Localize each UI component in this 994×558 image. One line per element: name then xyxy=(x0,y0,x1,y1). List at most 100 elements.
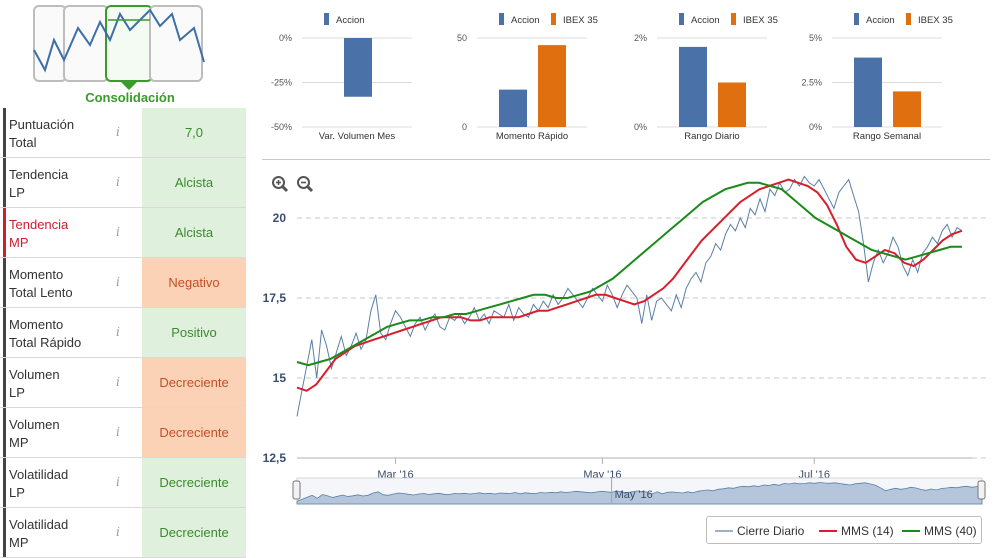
legend-accion-swatch xyxy=(324,13,329,25)
legend-ibex-label: IBEX 35 xyxy=(743,15,778,26)
metric-label-line1: Momento xyxy=(9,317,64,332)
zoom-in-icon[interactable] xyxy=(271,175,289,193)
metric-label: Volumen LP xyxy=(3,358,115,407)
legend-accion-swatch xyxy=(854,13,859,25)
metric-row: Tendencia LP i Alcista xyxy=(0,158,246,208)
mini-tick-label: -25% xyxy=(271,78,292,88)
legend-mms14-label[interactable]: MMS (14) xyxy=(841,524,894,538)
section-divider xyxy=(262,159,990,160)
legend-ibex-label: IBEX 35 xyxy=(563,15,598,26)
info-icon[interactable]: i xyxy=(116,375,120,389)
mini-chart: Accion IBEX 35 5% 2.5% 0% Rango Semanal xyxy=(801,13,953,142)
info-icon[interactable]: i xyxy=(116,325,120,339)
y-tick-label: 15 xyxy=(273,371,287,385)
metric-row: Tendencia MP i Alcista xyxy=(0,208,246,258)
metric-row: Momento Total Lento i Negativo xyxy=(0,258,246,308)
mini-chart-title: Var. Volumen Mes xyxy=(319,131,396,142)
metric-label: Volatilidad LP xyxy=(3,458,115,507)
navigator-handle-left[interactable] xyxy=(292,480,301,500)
series-mms40-line xyxy=(296,181,962,367)
phase-pointer xyxy=(120,81,138,90)
legend-ibex-swatch xyxy=(906,13,911,25)
legend-close-swatch xyxy=(715,530,733,532)
metric-label: Volatilidad MP xyxy=(3,508,115,557)
metric-label: Momento Total Lento xyxy=(3,258,115,307)
y-tick-label: 17,5 xyxy=(263,291,287,305)
metrics-table: Puntuación Total i 7,0 Tendencia LP i Alcista Te… xyxy=(0,108,246,558)
navigator-label: May '16 xyxy=(615,489,653,501)
mini-bar-ibex xyxy=(893,91,921,127)
metric-value: Decreciente xyxy=(142,508,246,557)
info-icon[interactable]: i xyxy=(116,125,120,139)
mini-charts: Accion 0% -25% -50% Var. Volumen Mes Accion IB… xyxy=(271,13,953,142)
mini-chart-title: Rango Semanal xyxy=(853,131,921,142)
metric-value: Decreciente xyxy=(142,408,246,457)
mini-tick-label: 0% xyxy=(809,122,822,132)
zoom-out-icon[interactable] xyxy=(296,175,314,193)
metric-row: Volatilidad MP i Decreciente xyxy=(0,508,246,558)
info-icon[interactable]: i xyxy=(116,225,120,239)
legend-close-label[interactable]: Cierre Diario xyxy=(737,524,805,538)
metric-value: Alcista xyxy=(142,208,246,257)
metric-label-line2: LP xyxy=(9,485,25,500)
mini-chart: Accion 0% -25% -50% Var. Volumen Mes xyxy=(271,13,412,142)
phase-thumbnails xyxy=(33,5,205,90)
info-icon[interactable]: i xyxy=(116,525,120,539)
mini-bar-accion xyxy=(854,57,882,127)
legend-accion-label: Accion xyxy=(511,15,540,26)
chart-legend: Cierre Diario MMS (14) MMS (40) xyxy=(706,516,982,544)
metric-label-line1: Volumen xyxy=(9,417,60,432)
metric-value: Decreciente xyxy=(142,358,246,407)
y-tick-label: 20 xyxy=(273,211,287,225)
mini-chart-title: Rango Diario xyxy=(684,131,739,142)
mini-tick-label: 2.5% xyxy=(801,78,822,88)
info-icon[interactable]: i xyxy=(116,275,120,289)
phase-selector[interactable]: Consolidación xyxy=(0,0,248,108)
mini-tick-label: 0% xyxy=(634,122,647,132)
mini-tick-label: 50 xyxy=(457,33,467,43)
metric-label-line2: LP xyxy=(9,185,25,200)
metric-label-line2: MP xyxy=(9,535,29,550)
metric-label: Tendencia MP xyxy=(3,208,115,257)
mini-bar-accion xyxy=(344,38,372,97)
metric-label-line2: Total Lento xyxy=(9,285,73,300)
metric-label: Volumen MP xyxy=(3,408,115,457)
legend-mms40-swatch xyxy=(902,530,920,532)
metric-label-line1: Puntuación xyxy=(9,117,75,132)
metric-row: Volumen LP i Decreciente xyxy=(0,358,246,408)
legend-accion-label: Accion xyxy=(691,15,720,26)
metric-label: Puntuación Total xyxy=(3,108,115,157)
metric-label-line2: Total xyxy=(9,135,37,150)
legend-mms40-label[interactable]: MMS (40) xyxy=(924,524,977,538)
series-close-line xyxy=(296,175,963,417)
info-icon[interactable]: i xyxy=(116,175,120,189)
mini-tick-label: 5% xyxy=(809,33,822,43)
info-icon[interactable]: i xyxy=(116,475,120,489)
metric-label-line1: Tendencia xyxy=(9,167,69,182)
series-mms14-line xyxy=(296,178,963,392)
phase-thumb-1[interactable] xyxy=(33,5,67,82)
legend-accion-swatch xyxy=(499,13,504,25)
mini-tick-label: 0 xyxy=(462,122,467,132)
metric-label-line1: Tendencia xyxy=(9,217,69,232)
metric-label-line2: Total Rápido xyxy=(9,335,82,350)
phase-thumb-selected[interactable] xyxy=(105,5,153,82)
metric-label-line1: Volatilidad xyxy=(9,517,69,532)
legend-ibex-label: IBEX 35 xyxy=(918,15,953,26)
mini-chart-title: Momento Rápido xyxy=(496,131,568,142)
metric-row: Momento Total Rápido i Positivo xyxy=(0,308,246,358)
navigator-handle-right[interactable] xyxy=(977,480,986,500)
metric-row: Puntuación Total i 7,0 xyxy=(0,108,246,158)
phase-label: Consolidación xyxy=(85,90,175,105)
mini-bar-ibex xyxy=(538,45,566,128)
mini-chart: Accion IBEX 35 2% 0% Rango Diario xyxy=(634,13,778,142)
mini-bar-accion xyxy=(679,46,707,127)
legend-ibex-swatch xyxy=(731,13,736,25)
info-icon[interactable]: i xyxy=(116,425,120,439)
phase-thumb-4[interactable] xyxy=(149,5,203,82)
metric-label-line1: Momento xyxy=(9,267,64,282)
mini-tick-label: 2% xyxy=(634,33,647,43)
metric-value: Negativo xyxy=(142,258,246,307)
metric-label-line2: LP xyxy=(9,385,25,400)
